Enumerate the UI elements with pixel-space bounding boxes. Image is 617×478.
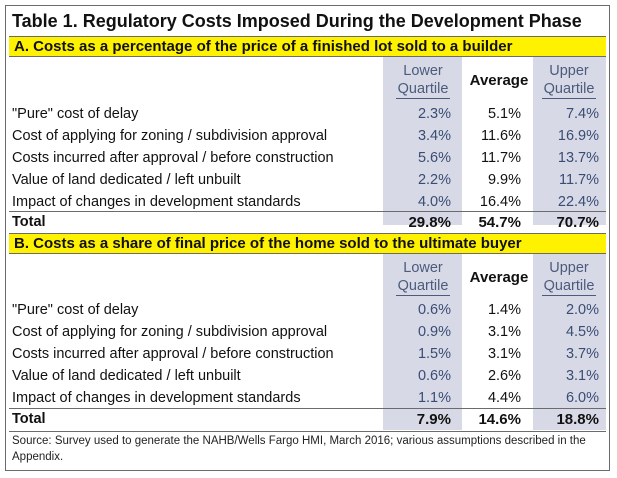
average-total: 54.7% [478, 214, 521, 231]
upper-header-line1: Upper [549, 63, 589, 79]
row-label: "Pure" cost of delay [12, 106, 139, 122]
lower-header-line2: Quartile [395, 81, 451, 99]
upper-quartile-value: 4.5% [565, 324, 599, 340]
lower-quartile-value: 5.6% [417, 150, 451, 166]
average-value: 11.6% [480, 128, 521, 144]
upper-quartile-total: 18.8% [556, 411, 599, 428]
upper-quartile-value: 16.9% [557, 128, 599, 144]
row-label: Costs incurred after approval / before c… [12, 150, 334, 166]
row-label: Value of land dedicated / left unbuilt [12, 368, 241, 384]
section-a-upper-shade [533, 57, 606, 225]
average-value: 5.1% [487, 106, 521, 122]
lower-header-line1: Lower [403, 260, 443, 276]
lower-quartile-value: 1.5% [417, 346, 451, 362]
upper-header-line2: Quartile [541, 278, 597, 296]
section-b-lower-shade [383, 254, 462, 430]
section-a-heading: A. Costs as a percentage of the price of… [9, 36, 606, 57]
row-label: Cost of applying for zoning / subdivisio… [12, 324, 328, 340]
upper-quartile-value: 3.1% [565, 368, 599, 384]
upper-header-line1: Upper [549, 260, 589, 276]
section-b-total-divider [9, 408, 606, 409]
average-value: 16.4% [479, 194, 521, 210]
average-value: 4.4% [487, 390, 521, 406]
row-label: Impact of changes in development standar… [12, 390, 301, 406]
table-title: Table 1. Regulatory Costs Imposed During… [12, 11, 582, 31]
row-label: Costs incurred after approval / before c… [12, 346, 334, 362]
lower-header-line1: Lower [403, 63, 443, 79]
upper-quartile-total: 70.7% [556, 214, 599, 231]
upper-header-line2: Quartile [541, 81, 597, 99]
average-value: 11.7% [480, 150, 521, 166]
average-value: 3.1% [487, 324, 521, 340]
section-b-upper-shade [533, 254, 606, 430]
total-label: Total [12, 411, 46, 427]
lower-quartile-value: 1.1% [417, 390, 451, 406]
section-a-upper-header: Upper Quartile [530, 62, 608, 99]
table-frame: Table 1. Regulatory Costs Imposed During… [5, 5, 610, 471]
lower-quartile-total: 7.9% [416, 411, 451, 428]
lower-header-line2: Quartile [395, 278, 451, 296]
lower-quartile-value: 0.9% [417, 324, 451, 340]
section-a-lower-shade [383, 57, 462, 225]
average-total: 14.6% [478, 411, 521, 428]
average-value: 1.4% [487, 302, 521, 318]
section-b-upper-header: Upper Quartile [530, 259, 608, 296]
lower-quartile-value: 3.4% [417, 128, 451, 144]
row-label: Cost of applying for zoning / subdivisio… [12, 128, 328, 144]
average-value: 2.6% [487, 368, 521, 384]
lower-quartile-value: 2.2% [417, 172, 451, 188]
source-note: Source: Survey used to generate the NAHB… [12, 435, 586, 463]
section-b-average-header: Average [469, 269, 529, 286]
lower-quartile-total: 29.8% [408, 214, 451, 231]
upper-quartile-value: 13.7% [557, 150, 599, 166]
upper-quartile-value: 22.4% [557, 194, 599, 210]
total-label: Total [12, 214, 46, 230]
average-value: 3.1% [487, 346, 521, 362]
upper-quartile-value: 2.0% [565, 302, 599, 318]
upper-quartile-value: 11.7% [558, 172, 599, 188]
source-divider [9, 431, 606, 432]
upper-quartile-value: 6.0% [565, 390, 599, 406]
lower-quartile-value: 0.6% [417, 302, 451, 318]
section-b-lower-header: Lower Quartile [384, 259, 462, 296]
row-label: Impact of changes in development standar… [12, 194, 301, 210]
section-a-average-header: Average [469, 72, 529, 89]
section-a-lower-header: Lower Quartile [384, 62, 462, 99]
row-label: "Pure" cost of delay [12, 302, 139, 318]
upper-quartile-value: 3.7% [565, 346, 599, 362]
row-label: Value of land dedicated / left unbuilt [12, 172, 241, 188]
section-b-heading: B. Costs as a share of final price of th… [9, 233, 606, 254]
upper-quartile-value: 7.4% [565, 106, 599, 122]
lower-quartile-value: 2.3% [417, 106, 451, 122]
average-value: 9.9% [487, 172, 521, 188]
lower-quartile-value: 4.0% [417, 194, 451, 210]
lower-quartile-value: 0.6% [417, 368, 451, 384]
section-a-total-divider [9, 211, 606, 212]
